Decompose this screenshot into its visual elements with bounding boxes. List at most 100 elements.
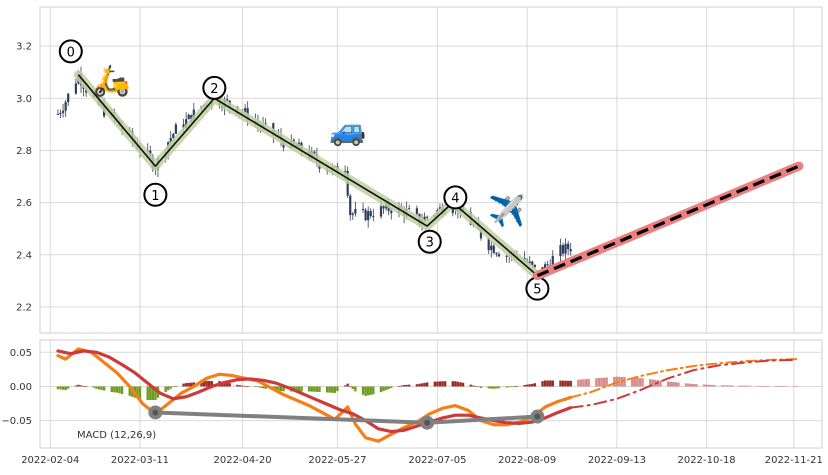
histogram-bar xyxy=(415,384,419,387)
histogram-forecast-bar xyxy=(738,385,742,387)
histogram-bar xyxy=(390,386,393,388)
candle-body xyxy=(528,261,531,264)
histogram-forecast-bar xyxy=(613,376,616,387)
price-panel-frame xyxy=(39,6,823,334)
wave-label: 0 xyxy=(67,45,75,60)
histogram-bar xyxy=(264,386,267,389)
candle-body xyxy=(415,208,418,214)
histogram-bar xyxy=(336,386,339,391)
histogram-bar xyxy=(313,386,316,392)
histogram-bar xyxy=(146,386,149,401)
candle-body xyxy=(367,210,370,221)
histogram-bar xyxy=(118,386,121,394)
candle-body xyxy=(174,124,177,134)
histogram-forecast-bar xyxy=(695,384,698,387)
histogram-bar xyxy=(451,381,454,387)
histogram-bar xyxy=(408,384,411,387)
histogram-bar xyxy=(295,386,298,392)
wave-label-circle xyxy=(202,75,227,100)
histogram-forecast-bar xyxy=(702,384,706,387)
x-tick-label: 2022-07-05 xyxy=(408,455,466,466)
histogram-bar xyxy=(541,381,544,387)
histogram-bar xyxy=(154,386,157,401)
macd-line xyxy=(56,347,573,443)
candle-body xyxy=(264,123,267,125)
histogram-forecast-bar xyxy=(792,386,795,387)
histogram-bar xyxy=(546,380,549,387)
histogram-bar xyxy=(74,385,78,387)
histogram-bar xyxy=(79,385,83,387)
histogram-bar xyxy=(528,384,531,387)
wave-annotation: 0 1 2 3 4 5 xyxy=(58,39,550,301)
histogram-bar xyxy=(508,386,511,388)
divergence-marker-core xyxy=(424,419,431,426)
histogram-bar xyxy=(474,386,478,387)
histogram-bar xyxy=(510,386,513,388)
histogram-bar xyxy=(228,383,231,387)
price-y-tick-label: 2.6 xyxy=(16,198,32,209)
histogram-bar xyxy=(405,384,408,387)
histogram-forecast-bar xyxy=(777,386,780,387)
histogram-bar xyxy=(246,386,249,387)
candle-body xyxy=(379,206,383,217)
histogram-bar xyxy=(192,382,196,387)
histogram-bar xyxy=(136,386,139,399)
histogram-bar xyxy=(543,380,547,387)
price-forecast xyxy=(532,161,804,281)
candle-body xyxy=(426,216,429,218)
histogram-forecast-bar xyxy=(672,382,675,387)
histogram-bar xyxy=(172,386,175,388)
airplane-icon: ✈️ xyxy=(488,192,525,229)
histogram-bar xyxy=(102,386,106,391)
histogram-forecast-bar xyxy=(731,385,734,387)
histogram-forecast-bar xyxy=(618,376,621,387)
candle-body xyxy=(497,254,501,257)
histogram-bar xyxy=(397,386,401,387)
macd-y-tick-label: −0.05 xyxy=(1,416,32,427)
histogram-bar xyxy=(351,386,354,389)
histogram-forecast-bar xyxy=(743,385,747,387)
candle-body xyxy=(187,114,190,120)
histogram-forecast-bar xyxy=(782,386,785,387)
histogram-bar xyxy=(469,384,472,387)
candle-body xyxy=(64,102,67,111)
histogram-bar xyxy=(77,384,80,387)
candle-body xyxy=(451,207,454,213)
histogram-forecast-bar xyxy=(710,384,713,387)
histogram-forecast-bar xyxy=(666,381,670,387)
histogram-bar xyxy=(523,384,526,387)
histogram-forecast-bar xyxy=(741,385,744,387)
divergence-marker-core xyxy=(152,409,159,416)
histogram-bar xyxy=(441,381,444,387)
candle-body xyxy=(244,108,247,113)
histogram-bar xyxy=(331,386,334,393)
histogram-forecast-bar xyxy=(582,379,585,387)
histogram-bar xyxy=(382,386,385,392)
histogram-forecast-bar xyxy=(690,383,693,387)
histogram-forecast-bar xyxy=(636,377,639,387)
histogram-bar xyxy=(349,386,352,387)
histogram-forecast-bar xyxy=(633,377,637,387)
histogram-forecast-bar xyxy=(749,385,752,387)
histogram-bar xyxy=(420,383,424,387)
candle-body xyxy=(372,215,375,217)
price-y-tick-label: 2.4 xyxy=(16,250,32,261)
histogram-bar xyxy=(354,386,357,392)
candle-body xyxy=(569,249,572,252)
histogram-bar xyxy=(95,386,98,389)
histogram-bar xyxy=(202,381,206,387)
histogram-bar xyxy=(436,381,439,387)
histogram-bar xyxy=(241,385,244,387)
macd-annotation: MACD (12,26,9) xyxy=(77,430,156,441)
candle-body xyxy=(551,256,554,269)
candle-body xyxy=(479,229,483,239)
histogram-bar xyxy=(533,383,537,387)
histogram-bar xyxy=(551,380,554,387)
histogram-forecast-bar xyxy=(774,386,778,387)
histogram-bar xyxy=(59,386,62,390)
histogram-bar xyxy=(369,386,372,395)
candle-body xyxy=(169,137,172,143)
wave-label: 3 xyxy=(426,236,434,251)
histogram-forecast-bar xyxy=(720,385,724,387)
